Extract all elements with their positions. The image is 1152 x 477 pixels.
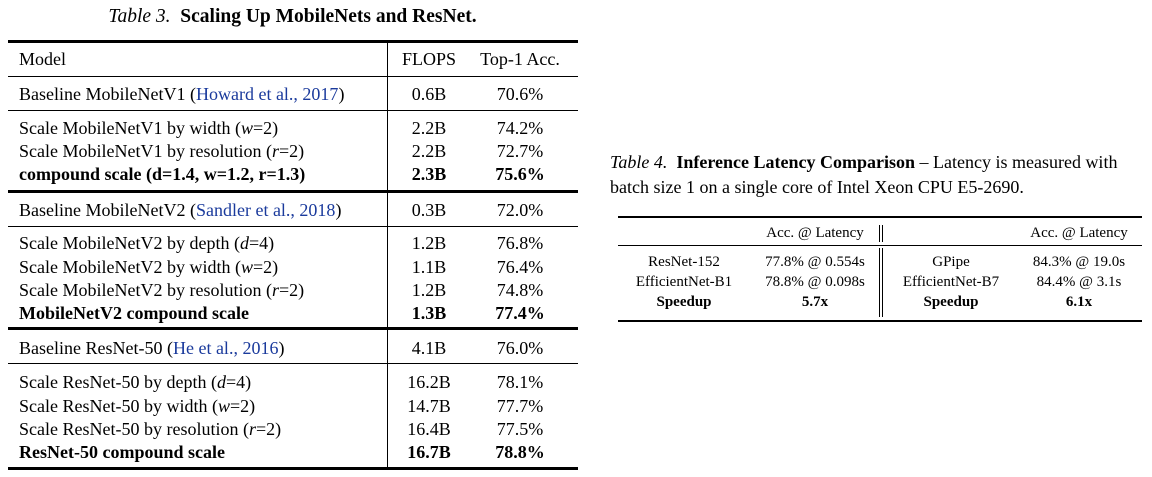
speedup-label: Speedup [656,294,712,310]
flops-cell: 1.2B [411,280,447,300]
header-acc-latency: Acc. @ Latency [766,225,864,241]
flops-cell: 1.3B [411,303,447,323]
table3: Model FLOPS Top-1 Acc. Baseline MobileNe… [8,0,578,477]
speedup-value: 5.7x [801,294,829,310]
value-cell: 77.8% @ 0.554s [765,254,865,270]
accuracy-cell: 72.0% [496,200,544,220]
model-cell: ResNet-50 compound scale [19,442,225,462]
model-cell: Scale MobileNetV2 by resolution (r=2) [19,280,305,300]
table4-top-rule [618,216,1142,218]
speedup-value: 6.1x [1065,294,1093,310]
table3-column-separator [387,330,389,363]
model-cell: Scale ResNet-50 by resolution (r=2) [19,419,282,439]
flops-cell: 1.1B [411,257,447,277]
table3-group-rule [8,190,578,193]
accuracy-cell: 76.4% [496,257,544,277]
model-cell: Baseline MobileNetV1 (Howard et al., 201… [19,84,345,104]
model-cell: Baseline MobileNetV2 (Sandler et al., 20… [19,200,342,220]
table3-column-separator [387,77,389,110]
table3-caption: Table 3. Scaling Up MobileNets and ResNe… [0,6,585,28]
table4-caption-text: Latency is measured with batch size 1 on… [610,152,1118,197]
model-cell: Baseline ResNet-50 (He et al., 2016) [19,338,285,358]
table4-bottom-rule [618,320,1142,322]
table3-column-separator [387,111,389,190]
model-cell: GPipe [932,254,970,270]
table3-column-separator [387,364,389,467]
model-cell: ResNet-152 [648,254,720,270]
table3-caption-label: Table 3. [108,6,171,27]
table4-double-separator [879,248,881,317]
table3-group-rule [8,327,578,330]
table4-caption: Table 4. Inference Latency Comparison – … [610,152,1118,197]
model-cell: EfficientNet-B1 [635,274,733,290]
table3-bottom-rule [8,467,578,470]
table3-caption-title: Scaling Up MobileNets and ResNet. [180,6,477,27]
table4-double-separator [879,225,881,242]
table3-top-rule [8,40,578,43]
model-cell: Scale MobileNetV1 by width (w=2) [19,118,279,138]
speedup-label: Speedup [923,294,979,310]
flops-cell: 16.2B [407,372,451,392]
accuracy-cell: 75.6% [495,164,545,184]
table3-column-separator [387,193,389,226]
table3-rule [8,110,578,112]
flops-cell: 16.4B [407,419,451,439]
accuracy-cell: 77.5% [496,419,544,439]
accuracy-cell: 77.7% [496,396,544,416]
accuracy-cell: 77.4% [495,303,545,323]
table3-rule [8,363,578,365]
accuracy-cell: 76.0% [496,338,544,358]
table3-column-separator [387,42,389,76]
citation-link[interactable]: He et al., 2016 [172,338,279,358]
value-cell: 84.4% @ 3.1s [1036,274,1122,290]
header-flops: FLOPS [401,49,457,69]
value-cell: 84.3% @ 19.0s [1032,254,1126,270]
table4-caption-label: Table 4. [610,152,668,172]
accuracy-cell: 76.8% [496,233,544,253]
flops-cell: 0.3B [411,200,447,220]
header-accuracy: Top-1 Acc. [480,49,560,69]
flops-cell: 0.6B [411,84,447,104]
flops-cell: 1.2B [411,233,447,253]
table4: Acc. @ Latency Acc. @ Latency ResNet-152… [618,0,1142,477]
accuracy-cell: 74.2% [496,118,544,138]
model-cell: EfficientNet-B7 [902,274,1000,290]
accuracy-cell: 74.8% [496,280,544,300]
table3-header-rule [8,76,578,78]
model-cell: Scale ResNet-50 by depth (d=4) [19,372,252,392]
flops-cell: 2.3B [411,164,447,184]
model-cell: Scale MobileNetV2 by depth (d=4) [19,233,275,253]
flops-cell: 16.7B [407,442,451,462]
citation-link[interactable]: Howard et al., 2017 [195,84,339,104]
table3-rule [8,226,578,228]
header-model: Model [19,49,66,69]
table3-column-separator [387,227,389,327]
model-cell: Scale MobileNetV1 by resolution (r=2) [19,141,305,161]
table4-header-rule [618,245,1142,246]
accuracy-cell: 78.8% [495,442,545,462]
citation-link[interactable]: Sandler et al., 2018 [195,200,336,220]
flops-cell: 14.7B [407,396,451,416]
accuracy-cell: 78.1% [496,372,544,392]
header-acc-latency: Acc. @ Latency [1030,225,1128,241]
model-cell: MobileNetV2 compound scale [19,303,249,323]
table4-double-separator [882,248,884,317]
model-cell: compound scale (d=1.4, w=1.2, r=1.3) [19,164,306,184]
accuracy-cell: 70.6% [496,84,544,104]
model-cell: Scale MobileNetV2 by width (w=2) [19,257,279,277]
accuracy-cell: 72.7% [496,141,544,161]
flops-cell: 2.2B [411,118,447,138]
flops-cell: 2.2B [411,141,447,161]
value-cell: 78.8% @ 0.098s [765,274,865,290]
flops-cell: 4.1B [411,338,447,358]
table4-caption-title: Inference Latency Comparison [676,152,915,172]
table4-double-separator [882,225,884,242]
model-cell: Scale ResNet-50 by width (w=2) [19,396,256,416]
